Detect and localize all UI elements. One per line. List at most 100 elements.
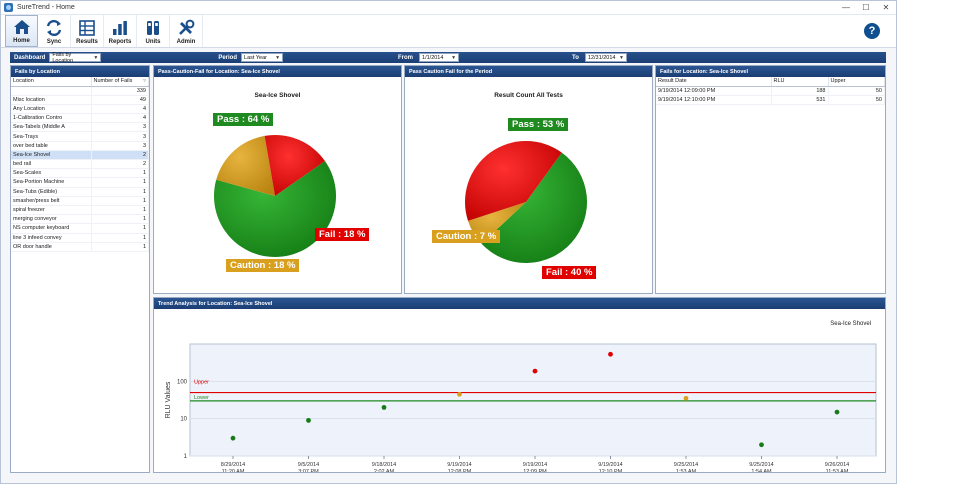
column-header-number-of-fails[interactable]: Number of Fails ▿ (91, 77, 149, 87)
table-row[interactable]: Sea-Tubs (Edible) 1 (11, 187, 149, 197)
dashboard-select[interactable]: Fails by Location ▼ (49, 52, 102, 64)
reports-button[interactable]: Reports (104, 15, 137, 47)
filter-icon[interactable]: ▿ (143, 78, 146, 85)
panel-title: Pass Caution Fail for the Period (405, 66, 652, 77)
pie-slice-fail[interactable] (264, 135, 325, 196)
panel-title: Trend Analysis for Location: Sea-Ice Sho… (154, 298, 885, 309)
table-row[interactable]: NS computer keyboard 1 (11, 223, 149, 234)
close-button[interactable]: ✕ (882, 3, 890, 12)
legend-label: Sea-Ice Shovel (830, 321, 871, 327)
empty-row (11, 398, 149, 407)
trend-chart: 1 10 100 RLU Values Sea-Ice Shovel Upper Lower… (165, 321, 877, 472)
table-row[interactable]: smasher/press belt 1 (11, 196, 149, 206)
empty-row (11, 288, 149, 297)
title-bar: SureTrend - Home — ☐ ✕ (1, 1, 896, 15)
maximize-button[interactable]: ☐ (862, 3, 870, 12)
column-header-result-date[interactable]: Result Date (656, 77, 772, 87)
table-row[interactable]: Misc location 49 (11, 95, 149, 105)
location-cell: OR door handle (11, 242, 92, 252)
lower-limit-label: Lower (194, 395, 209, 401)
empty-row (11, 316, 149, 325)
empty-row (11, 352, 149, 361)
to-date-field[interactable]: 12/31/2014 ▼ (584, 53, 627, 62)
empty-row (11, 261, 149, 270)
home-button[interactable]: Home (5, 15, 38, 47)
table-row[interactable]: OR door handle 1 (11, 242, 149, 252)
fails-count-cell: 49 (91, 95, 149, 105)
table-row[interactable]: Sea-Scales 1 (11, 168, 149, 179)
from-date-field[interactable]: 1/1/2014 ▼ (419, 53, 460, 62)
x-tick-label-time: 1:53 AM (676, 469, 697, 472)
help-button[interactable]: ? (864, 23, 880, 39)
fails-count-cell: 1 (91, 187, 149, 197)
data-point[interactable] (230, 435, 236, 441)
plot-area (189, 343, 877, 457)
empty-row (11, 417, 149, 426)
empty-row (11, 371, 149, 380)
table-row[interactable]: over bed table 3 (11, 141, 149, 151)
period-select[interactable]: Last Year ▼ (241, 53, 284, 62)
table-row[interactable]: 9/19/2014 12:10:00 PM 531 50 (656, 95, 885, 105)
fails-count-cell: 1 (91, 177, 149, 188)
fails-count-cell: 339 (91, 86, 149, 96)
table-row[interactable]: 339 (11, 86, 149, 96)
empty-row (11, 362, 149, 371)
x-tick-label-time: 3:07 PM (298, 469, 319, 472)
location-cell: Sea-Tabels (Middle A (11, 122, 92, 133)
table-row[interactable]: bed rail 2 (11, 159, 149, 170)
x-tick-label-time: 12:09 PM (523, 469, 547, 472)
pie-slice-fail[interactable] (465, 141, 562, 221)
admin-button[interactable]: Admin (170, 15, 203, 47)
table-row[interactable]: 1-Calibration Contro 4 (11, 113, 149, 124)
data-point[interactable] (457, 391, 462, 397)
table-row[interactable]: Sea-Portion Machine 1 (11, 177, 149, 188)
location-cell: line 3 infeed convey (11, 233, 92, 243)
empty-row (11, 270, 149, 279)
location-cell: 1-Calibration Contro (11, 113, 92, 124)
x-tick-label-date: 9/26/2014 (825, 462, 849, 468)
data-point[interactable] (381, 405, 387, 410)
data-point[interactable] (834, 409, 840, 415)
x-tick-label-time: 2:02 AM (374, 469, 395, 472)
x-tick-label-time: 12:08 PM (448, 469, 472, 472)
pie-slice-caution[interactable] (216, 135, 275, 196)
column-header-rlu[interactable]: RLU (771, 77, 829, 87)
period-pie (465, 141, 587, 263)
table-row[interactable]: Any Location 4 (11, 104, 149, 115)
fail-label: Fail : 18 % (315, 228, 370, 241)
table-row[interactable]: Sea-Ice Shovel 2 (11, 150, 149, 161)
empty-row (11, 343, 149, 352)
window-title: SureTrend - Home (17, 4, 75, 11)
units-button[interactable]: Units (137, 15, 170, 47)
x-tick-label-time: 11:53 AM (826, 469, 849, 472)
table-row[interactable]: line 3 infeed convey 1 (11, 233, 149, 243)
empty-row (11, 444, 149, 453)
table-row[interactable]: spiral freezer 1 (11, 205, 149, 216)
results-button[interactable]: Results (71, 15, 104, 47)
data-point[interactable] (683, 395, 689, 401)
admin-icon (179, 19, 195, 35)
column-header-location[interactable]: Location (11, 77, 92, 87)
data-point[interactable] (608, 351, 613, 357)
data-point[interactable] (532, 368, 538, 374)
table-row[interactable]: merging conveyor 1 (11, 214, 149, 225)
data-point[interactable] (759, 442, 764, 448)
fails-detail-panel: Fails for Location: Sea-Ice Shovel Resul… (655, 65, 886, 294)
column-header-upper[interactable]: Upper (828, 77, 885, 87)
table-row[interactable]: Sea-Trays 3 (11, 131, 149, 142)
pie-slice-pass[interactable] (481, 152, 587, 263)
empty-row (11, 380, 149, 389)
chart-title: Sea-Ice Shovel (254, 92, 301, 99)
to-label: To (572, 54, 579, 61)
sync-button[interactable]: Sync (38, 15, 71, 47)
data-point[interactable] (306, 417, 311, 423)
upper-limit-label: Upper (194, 380, 209, 386)
table-row[interactable]: 9/19/2014 12:09:00 PM 188 50 (656, 86, 885, 96)
pass-caution-fail-pie (214, 135, 336, 257)
minimize-button[interactable]: — (842, 3, 850, 12)
pcf-period-panel: Pass Caution Fail for the Period Result … (404, 65, 653, 294)
from-label: From (398, 54, 414, 61)
app-logo-icon (4, 3, 13, 12)
pie-slice-pass[interactable] (214, 161, 336, 257)
